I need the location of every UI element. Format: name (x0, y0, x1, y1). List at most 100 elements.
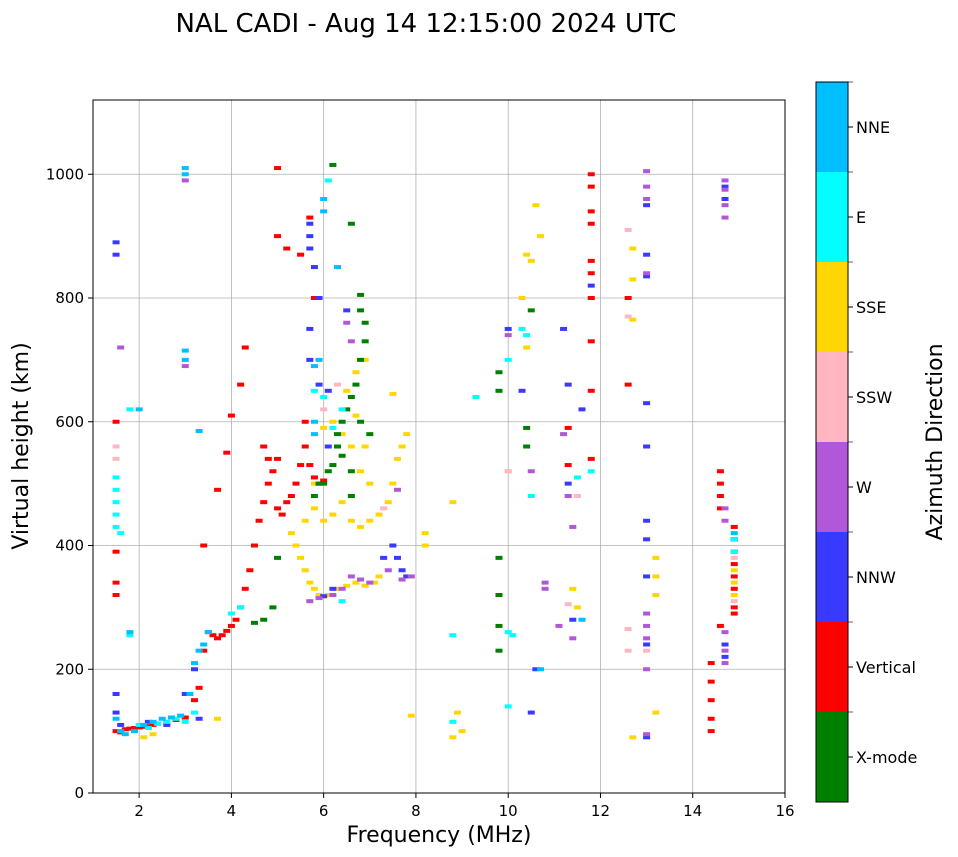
data-point (334, 586, 342, 591)
data-point (366, 432, 374, 437)
data-point (629, 277, 637, 282)
data-point (329, 425, 337, 430)
data-point (721, 187, 729, 192)
data-point (269, 605, 277, 610)
data-point (329, 419, 337, 424)
x-tick-label: 10 (499, 802, 518, 820)
data-point (158, 716, 166, 721)
data-point (347, 444, 355, 449)
data-point (393, 487, 401, 492)
data-point (320, 594, 328, 599)
plot-border (92, 99, 786, 794)
x-tick-label: 16 (775, 802, 794, 820)
data-point (643, 169, 651, 174)
data-point (278, 512, 286, 517)
data-point (375, 512, 383, 517)
data-point (403, 432, 411, 437)
colorbar-label-e: E (856, 208, 866, 227)
data-point (320, 209, 328, 214)
data-point (338, 432, 346, 437)
data-point (707, 729, 715, 734)
data-point (518, 326, 526, 331)
data-point (186, 692, 194, 696)
data-point (652, 555, 660, 560)
data-point (569, 586, 577, 591)
data-point (135, 722, 143, 727)
data-point (306, 221, 314, 226)
data-point (310, 506, 318, 511)
data-point (587, 469, 595, 474)
colorbar-segment (816, 82, 848, 172)
data-point (255, 518, 263, 523)
data-point (241, 345, 249, 350)
data-point (181, 715, 189, 720)
data-point (384, 500, 392, 505)
data-point (573, 475, 581, 480)
data-point (357, 577, 365, 582)
data-point (707, 679, 715, 684)
axis-ticks: 2 4 6 8 10 12 14 16 0 200 400 600 800 1000 (46, 165, 795, 820)
data-point (730, 580, 738, 585)
data-point (730, 593, 738, 597)
data-point (389, 543, 397, 548)
data-point (320, 425, 328, 430)
data-point (112, 240, 120, 245)
colorbar-border (815, 81, 849, 803)
data-point (241, 586, 249, 591)
data-point (347, 494, 355, 498)
data-point (643, 623, 651, 628)
data-point (227, 623, 235, 628)
data-point (721, 661, 729, 666)
data-point (320, 518, 328, 523)
data-point (587, 184, 595, 189)
data-point (573, 605, 581, 610)
data-point (347, 518, 355, 523)
colorbar-label-w: W (856, 478, 872, 497)
data-point (117, 345, 125, 350)
data-point (297, 252, 305, 257)
data-point (523, 425, 531, 430)
data-point (643, 197, 651, 201)
x-tick-label: 14 (683, 802, 702, 820)
data-point (126, 407, 134, 412)
data-point (652, 710, 660, 715)
colorbar-segment (816, 172, 848, 262)
data-point (112, 500, 120, 505)
data-point (144, 719, 152, 724)
data-point (310, 586, 318, 591)
data-point (643, 642, 651, 647)
y-tick-label: 0 (74, 784, 84, 802)
data-point (643, 401, 651, 406)
data-point (721, 203, 729, 208)
data-point (629, 735, 637, 740)
x-tick-label: 4 (227, 802, 237, 820)
data-point (721, 215, 729, 220)
data-point (269, 469, 277, 474)
data-point (274, 234, 282, 239)
data-point (306, 215, 314, 220)
y-tick-label: 800 (55, 289, 84, 307)
data-point (518, 296, 526, 300)
data-point (195, 648, 203, 653)
y-tick-label: 600 (55, 413, 84, 431)
data-point (707, 698, 715, 703)
data-point (112, 487, 120, 492)
data-point (347, 221, 355, 226)
data-point (587, 271, 595, 276)
data-point (624, 648, 632, 653)
data-point (716, 506, 724, 511)
data-point (730, 605, 738, 610)
data-point (315, 382, 323, 387)
data-point (380, 506, 388, 511)
data-point (112, 475, 120, 480)
data-point (643, 203, 651, 208)
data-point (407, 574, 415, 579)
data-point (343, 407, 351, 412)
data-point (716, 623, 724, 628)
data-point (721, 184, 729, 189)
data-point (587, 456, 595, 461)
data-point (334, 444, 342, 449)
data-point (643, 735, 651, 740)
data-point (523, 333, 531, 338)
y-tick-label: 1000 (46, 165, 84, 183)
